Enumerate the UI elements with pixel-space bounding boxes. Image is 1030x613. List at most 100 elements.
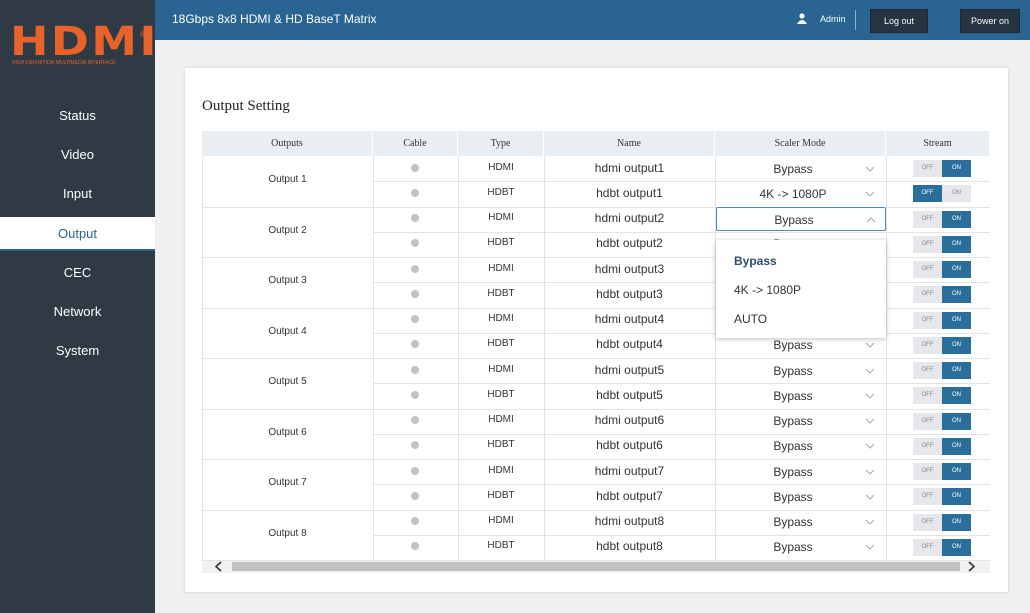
stream-on[interactable]: ON (942, 210, 971, 228)
stream-off[interactable]: OFF (913, 387, 942, 405)
scaler-select[interactable]: 4K -> 1080P (716, 182, 886, 206)
scaler-select[interactable]: Bypass (716, 460, 886, 484)
stream-off[interactable]: OFF (913, 463, 942, 481)
stream-off[interactable]: OFF (913, 286, 942, 304)
scroll-left[interactable] (214, 561, 224, 572)
row-divider (202, 358, 990, 359)
stream-off[interactable]: OFF (913, 412, 942, 430)
cable-status (411, 340, 419, 349)
dropdown-option[interactable]: AUTO (734, 312, 768, 326)
scaler-value: Bypass (773, 388, 813, 403)
logout-button[interactable]: Log out (870, 9, 928, 33)
cable-status (411, 466, 419, 475)
scroll-thumb[interactable] (232, 562, 960, 571)
stream-on[interactable]: ON (942, 488, 971, 506)
row-divider (202, 560, 990, 561)
stream-on[interactable]: ON (942, 261, 971, 279)
nav-item[interactable]: Input (63, 186, 92, 202)
nav-item[interactable]: Network (53, 304, 102, 319)
cable-status (411, 315, 419, 324)
scaler-select[interactable]: Bypass (716, 485, 886, 509)
column-header: Cable (373, 131, 458, 156)
stream-off[interactable]: OFF (913, 210, 942, 228)
nav-item[interactable]: Status (59, 108, 96, 123)
chevron (865, 494, 875, 500)
stream-on[interactable]: ON (942, 286, 971, 304)
cable-status (411, 542, 419, 551)
chevron (865, 191, 875, 197)
output-name: hdbt output1 (596, 185, 663, 200)
type: HDBT (487, 237, 515, 249)
scaler-select[interactable]: Bypass (716, 333, 886, 357)
scaler-value: Bypass (773, 515, 813, 530)
scaler-select[interactable]: Bypass (716, 384, 886, 408)
stream-on[interactable]: ON (942, 336, 971, 354)
power-button[interactable]: Power on (960, 9, 1020, 33)
stream-on[interactable]: ON (942, 160, 971, 178)
scaler-select[interactable]: Bypass (716, 535, 886, 559)
type: HDBT (487, 388, 515, 400)
scaler-value: Bypass (773, 338, 813, 353)
stream-off[interactable]: OFF (913, 437, 942, 455)
output-label: Output 7 (268, 477, 307, 489)
type: HDMI (488, 464, 514, 476)
stream-off[interactable]: OFF (913, 513, 942, 531)
stream-on[interactable]: ON (942, 235, 971, 253)
stream-on[interactable]: ON (942, 437, 971, 455)
user-icon (797, 13, 807, 24)
stream-off[interactable]: OFF (913, 160, 942, 178)
stream-off[interactable]: OFF (913, 538, 942, 556)
stream-off[interactable]: OFF (913, 488, 942, 506)
stream-off[interactable]: OFF (913, 336, 942, 354)
type: HDBT (487, 287, 515, 299)
scaler-select[interactable]: Bypass (716, 409, 886, 433)
stream-on[interactable]: ON (942, 387, 971, 405)
type: HDMI (488, 212, 514, 224)
stream-on[interactable]: ON (942, 185, 971, 203)
dropdown-option[interactable]: Bypass (734, 254, 777, 268)
scaler-select[interactable]: Bypass (716, 157, 886, 181)
scaler-select[interactable]: Bypass (716, 207, 886, 232)
stream-off[interactable]: OFF (913, 311, 942, 329)
stream-off[interactable]: OFF (913, 235, 942, 253)
stream-on[interactable]: ON (942, 513, 971, 531)
stream-on[interactable]: ON (942, 538, 971, 556)
stream-on[interactable]: ON (942, 311, 971, 329)
scaler-select[interactable]: Bypass (716, 359, 886, 383)
output-label: Output 3 (268, 275, 307, 287)
column-header: Type (458, 131, 544, 156)
stream-on[interactable]: ON (942, 412, 971, 430)
dropdown-option[interactable]: 4K -> 1080P (734, 283, 802, 297)
stream-off[interactable]: OFF (913, 185, 942, 203)
output-label: Output 8 (268, 527, 307, 539)
row-divider (373, 433, 990, 435)
output-name: hdbt output5 (596, 387, 663, 402)
stream-off[interactable]: OFF (913, 362, 942, 380)
output-name: hdmi output4 (594, 312, 665, 327)
nav-item[interactable]: CEC (63, 264, 92, 280)
scaler-value: Bypass (773, 439, 813, 454)
cable-status (411, 416, 419, 425)
scaler-select[interactable]: Bypass (716, 434, 886, 458)
scaler-value: Bypass (773, 540, 813, 555)
row-divider (202, 257, 990, 258)
row-divider (373, 231, 990, 233)
type: HDBT (487, 489, 515, 501)
cable-status (411, 264, 419, 273)
chevron (866, 217, 876, 223)
type: HDMI (488, 262, 514, 274)
nav-item[interactable]: Video (60, 147, 94, 163)
stream-on[interactable]: ON (942, 362, 971, 380)
scroll-right[interactable] (966, 561, 976, 572)
output-name: hdmi output1 (594, 160, 665, 175)
cable-status (411, 289, 419, 298)
row-divider (373, 181, 990, 183)
stream-on[interactable]: ON (942, 463, 971, 481)
nav-item[interactable]: Output (0, 216, 155, 251)
scaler-value: Bypass (773, 464, 813, 479)
row-divider (373, 484, 990, 486)
scaler-select[interactable]: Bypass (716, 510, 886, 534)
stream-off[interactable]: OFF (913, 261, 942, 279)
nav-item[interactable]: System (55, 343, 100, 359)
